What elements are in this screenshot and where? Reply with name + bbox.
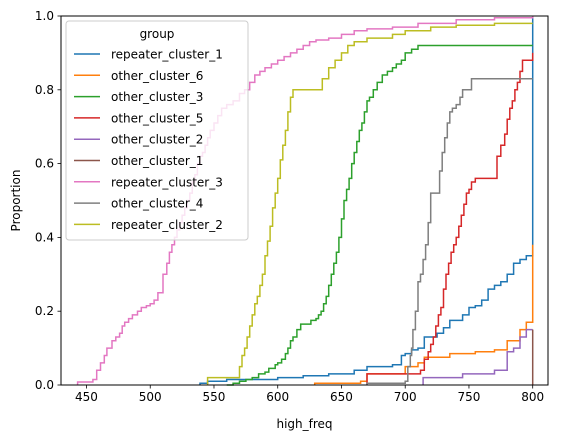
- x-tick-label: 500: [139, 390, 162, 404]
- x-tick-label: 800: [521, 390, 544, 404]
- x-tick-label: 600: [266, 390, 289, 404]
- legend-title: group: [140, 27, 175, 41]
- legend-label-other_cluster_3: other_cluster_3: [111, 90, 203, 104]
- y-tick-label: 0.4: [35, 230, 54, 244]
- legend: group repeater_cluster_1 other_cluster_6ot…: [65, 20, 249, 241]
- series-line-other_cluster_3: [226, 44, 533, 386]
- x-tick-label: 450: [75, 390, 98, 404]
- legend-label-other_cluster_6: other_cluster_6: [111, 69, 203, 83]
- legend-label-other_cluster_4: other_cluster_4: [111, 197, 203, 211]
- legend-box: [65, 20, 249, 241]
- legend-label-repeater_cluster_2: repeater_cluster_2: [111, 218, 223, 232]
- y-tick-label: 0.8: [35, 83, 54, 97]
- series-line-other_cluster_2: [422, 328, 533, 385]
- y-tick-label: 1.0: [35, 9, 54, 23]
- legend-label-other_cluster_5: other_cluster_5: [111, 111, 203, 125]
- y-tick-label: 0.2: [35, 304, 54, 318]
- series-line-other_cluster_4: [366, 77, 533, 385]
- x-tick-label: 750: [458, 390, 481, 404]
- y-axis: 0.0 0.2 0.4 0.6 0.8 1.0: [35, 9, 61, 392]
- series-line-repeater_cluster_2: [206, 22, 533, 385]
- x-tick-label: 700: [394, 390, 417, 404]
- legend-label-repeater_cluster_3: repeater_cluster_3: [111, 175, 223, 189]
- x-axis: 450 500 550 600 650 700 750 800: [75, 385, 544, 404]
- legend-label-repeater_cluster_1: repeater_cluster_1: [111, 48, 223, 62]
- plot-frame: [60, 15, 549, 386]
- legend-label-other_cluster_2: other_cluster_2: [111, 133, 203, 147]
- y-tick-label: 0.0: [35, 378, 54, 392]
- y-axis-label: Proportion: [9, 170, 23, 232]
- y-tick-label: 0.6: [35, 157, 54, 171]
- legend-label-other_cluster_1: other_cluster_1: [111, 154, 203, 168]
- series-line-other_cluster_5: [366, 52, 534, 385]
- x-tick-label: 550: [203, 390, 226, 404]
- series-line-repeater_cluster_1: [199, 16, 534, 385]
- x-tick-label: 650: [330, 390, 353, 404]
- x-axis-label: high_freq: [276, 417, 332, 431]
